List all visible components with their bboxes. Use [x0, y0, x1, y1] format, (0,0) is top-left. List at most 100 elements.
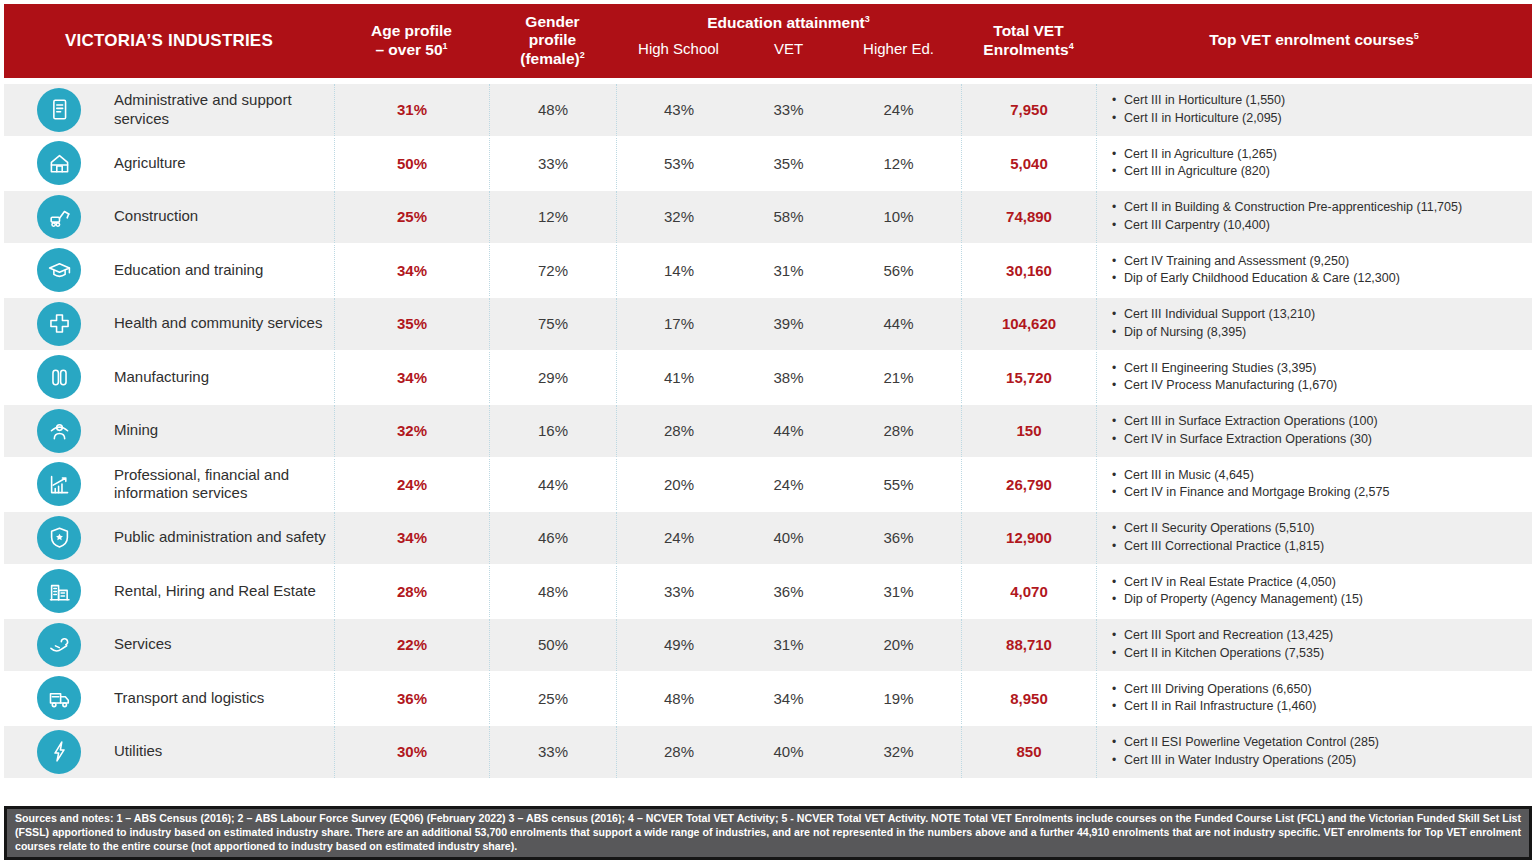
footnote-ref-3: 3 [865, 14, 870, 24]
footnote-ref-2: 2 [580, 50, 585, 60]
total-enrolments-value: 74,890 [961, 191, 1096, 243]
course-list: Cert II ESI Powerline Vegetation Control… [1111, 734, 1379, 769]
table-row: Transport and logistics 36% 25% 48% 34% … [4, 673, 1532, 727]
gender-female-value: 48% [489, 566, 616, 618]
high-school-value: 14% [616, 245, 741, 297]
course-item: Cert III in Horticulture (1,550) [1111, 92, 1285, 110]
gender-female-value: 12% [489, 191, 616, 243]
total-enrolments-value: 30,160 [961, 245, 1096, 297]
high-school-value: 41% [616, 352, 741, 404]
gender-female-value: 50% [489, 619, 616, 671]
table-header: VICTORIA’S INDUSTRIES Age profile – over… [4, 4, 1532, 78]
excavator-icon [37, 195, 81, 239]
higher-ed-value: 24% [836, 84, 961, 136]
course-item: Cert II ESI Powerline Vegetation Control… [1111, 734, 1379, 752]
high-school-value: 28% [616, 405, 741, 457]
higher-ed-value: 20% [836, 619, 961, 671]
age-over-50-value: 25% [334, 191, 489, 243]
gender-female-value: 75% [489, 298, 616, 350]
victorias-industries-table: VICTORIA’S INDUSTRIES Age profile – over… [0, 0, 1536, 864]
industry-name: Administrative and support services [114, 91, 326, 129]
vet-value: 36% [741, 566, 836, 618]
industrial-rollers-icon [37, 355, 81, 399]
course-list: Cert IV in Real Estate Practice (4,050) … [1111, 574, 1363, 609]
higher-ed-value: 56% [836, 245, 961, 297]
course-item: Cert III Sport and Recreation (13,425) [1111, 627, 1333, 645]
lightning-bolt-icon [37, 730, 81, 774]
total-enrolments-value: 26,790 [961, 459, 1096, 511]
high-school-value: 24% [616, 512, 741, 564]
header-vet: VET [741, 40, 836, 58]
industry-name: Education and training [114, 261, 263, 280]
age-over-50-value: 30% [334, 726, 489, 778]
high-school-value: 20% [616, 459, 741, 511]
total-enrolments-value: 850 [961, 726, 1096, 778]
total-enrolments-value: 4,070 [961, 566, 1096, 618]
higher-ed-value: 10% [836, 191, 961, 243]
course-list: Cert III in Music (4,645) Cert IV in Fin… [1111, 467, 1389, 502]
sources-and-notes: Sources and notes: 1 – ABS Census (2016)… [4, 806, 1532, 860]
course-list: Cert III in Surface Extraction Operation… [1111, 413, 1378, 448]
barn-icon [37, 141, 81, 185]
industry-name: Professional, financial and information … [114, 466, 326, 504]
course-list: Cert III Individual Support (13,210) Dip… [1111, 306, 1315, 341]
buildings-icon [37, 569, 81, 613]
total-enrolments-value: 15,720 [961, 352, 1096, 404]
higher-ed-value: 44% [836, 298, 961, 350]
growth-chart-icon [37, 462, 81, 506]
gender-female-value: 33% [489, 726, 616, 778]
miner-icon [37, 409, 81, 453]
course-item: Dip of Nursing (8,395) [1111, 324, 1315, 342]
gender-female-value: 46% [489, 512, 616, 564]
course-item: Cert IV in Real Estate Practice (4,050) [1111, 574, 1363, 592]
course-item: Cert III Correctional Practice (1,815) [1111, 538, 1324, 556]
high-school-value: 43% [616, 84, 741, 136]
course-item: Cert II in Horticulture (2,095) [1111, 110, 1285, 128]
industry-name: Transport and logistics [114, 689, 264, 708]
shield-star-icon [37, 516, 81, 560]
header-age-profile: Age profile – over 501 [334, 4, 489, 78]
vet-value: 40% [741, 726, 836, 778]
age-over-50-value: 32% [334, 405, 489, 457]
course-list: Cert II Engineering Studies (3,395) Cert… [1111, 360, 1337, 395]
industry-name: Agriculture [114, 154, 186, 173]
table-row: Construction 25% 12% 32% 58% 10% 74,890 … [4, 191, 1532, 245]
course-item: Cert IV in Surface Extraction Operations… [1111, 431, 1378, 449]
header-industries-label: VICTORIA’S INDUSTRIES [65, 31, 273, 52]
age-over-50-value: 34% [334, 352, 489, 404]
age-over-50-value: 50% [334, 138, 489, 190]
course-item: Cert III in Surface Extraction Operation… [1111, 413, 1378, 431]
age-over-50-value: 22% [334, 619, 489, 671]
medical-cross-icon [37, 302, 81, 346]
table-row: Mining 32% 16% 28% 44% 28% 150 Cert III … [4, 405, 1532, 459]
course-item: Dip of Early Childhood Education & Care … [1111, 270, 1400, 288]
course-item: Cert III in Water Industry Operations (2… [1111, 752, 1379, 770]
course-item: Dip of Property (Agency Management) (15) [1111, 591, 1363, 609]
header-gender-profile: Gender profile (female)2 [489, 4, 616, 78]
course-list: Cert II Security Operations (5,510) Cert… [1111, 520, 1324, 555]
course-item: Cert III in Agriculture (820) [1111, 163, 1277, 181]
gender-female-value: 29% [489, 352, 616, 404]
vet-value: 38% [741, 352, 836, 404]
higher-ed-value: 21% [836, 352, 961, 404]
table-row: Public administration and safety 34% 46%… [4, 512, 1532, 566]
vet-value: 58% [741, 191, 836, 243]
total-enrolments-value: 104,620 [961, 298, 1096, 350]
gender-female-value: 44% [489, 459, 616, 511]
course-item: Cert III Individual Support (13,210) [1111, 306, 1315, 324]
vet-value: 34% [741, 673, 836, 725]
high-school-value: 32% [616, 191, 741, 243]
total-enrolments-value: 88,710 [961, 619, 1096, 671]
age-over-50-value: 28% [334, 566, 489, 618]
total-enrolments-value: 12,900 [961, 512, 1096, 564]
course-list: Cert II in Building & Construction Pre-a… [1111, 199, 1462, 234]
age-over-50-value: 31% [334, 84, 489, 136]
high-school-value: 17% [616, 298, 741, 350]
age-over-50-value: 24% [334, 459, 489, 511]
industry-name: Health and community services [114, 314, 322, 333]
table-row: Utilities 30% 33% 28% 40% 32% 850 Cert I… [4, 726, 1532, 780]
gender-female-value: 33% [489, 138, 616, 190]
header-high-school: High School [616, 40, 741, 58]
course-item: Cert II in Agriculture (1,265) [1111, 146, 1277, 164]
high-school-value: 49% [616, 619, 741, 671]
